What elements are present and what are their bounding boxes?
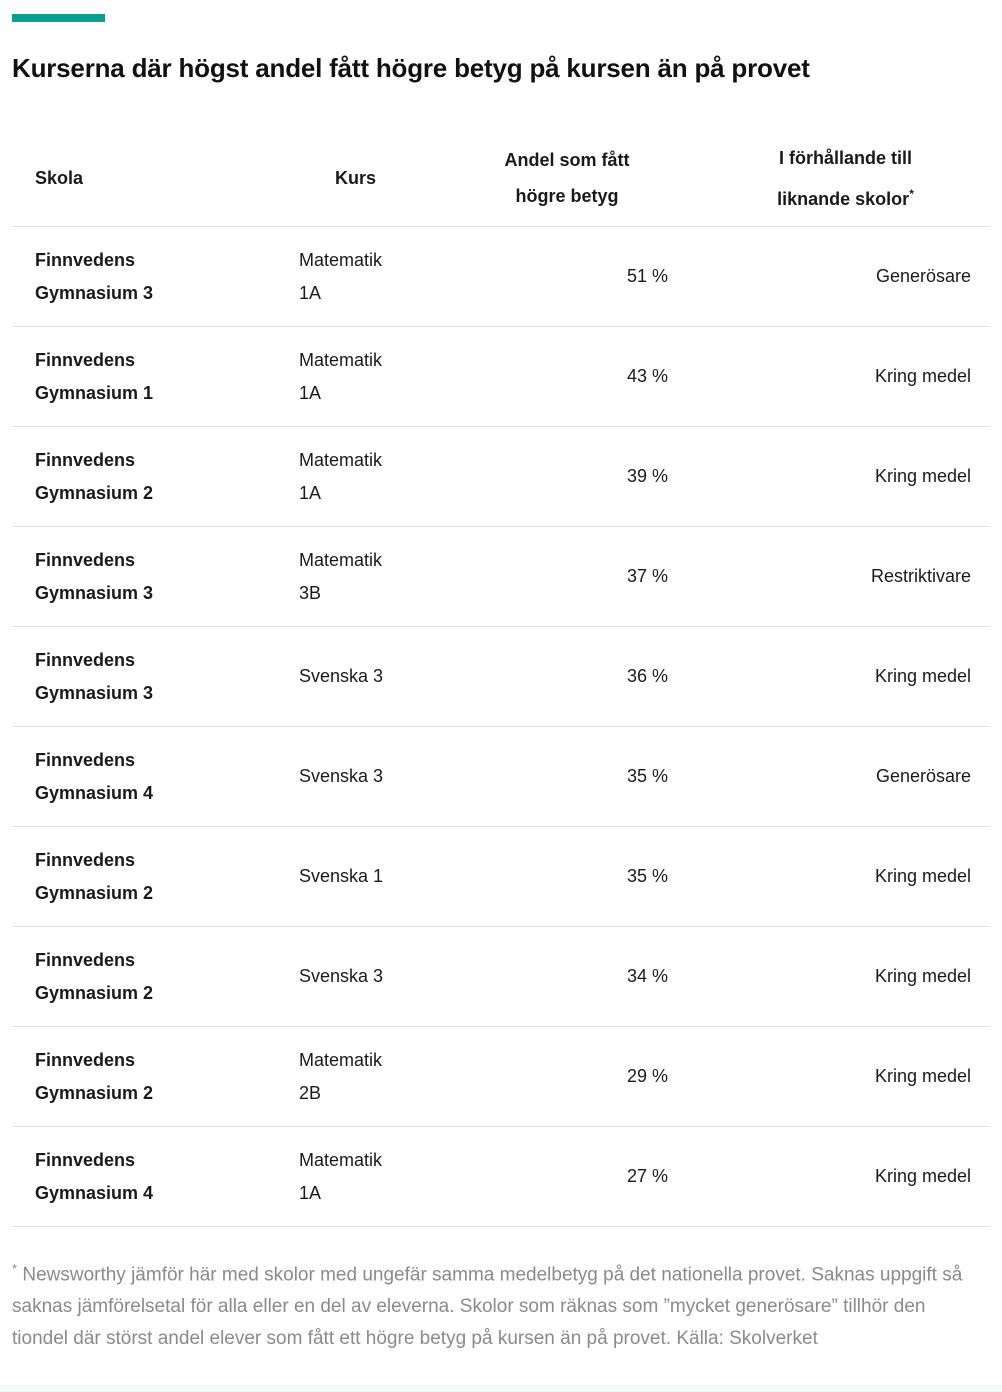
bottom-strip — [0, 1385, 1002, 1392]
column-header-kurs: Kurs — [299, 130, 455, 227]
page-title: Kurserna där högst andel fått högre bety… — [12, 53, 810, 83]
percent-cell: 27 % — [455, 1126, 715, 1227]
course-cell: Matematik 1A — [299, 1126, 455, 1227]
table-row: Finnvedens Gymnasium 1 Matematik 1A 43 %… — [12, 326, 990, 427]
course-cell: Matematik 1A — [299, 226, 455, 327]
table-row: Finnvedens Gymnasium 2 Svenska 1 35 % Kr… — [12, 826, 990, 927]
percent-cell: 51 % — [455, 226, 715, 327]
school-cell: Finnvedens Gymnasium 2 — [12, 426, 299, 527]
comparison-cell: Kring medel — [715, 926, 990, 1027]
course-cell: Svenska 3 — [299, 726, 455, 827]
table-row: Finnvedens Gymnasium 2 Matematik 2B 29 %… — [12, 1026, 990, 1127]
table-row: Finnvedens Gymnasium 4 Svenska 3 35 % Ge… — [12, 726, 990, 827]
percent-cell: 39 % — [455, 426, 715, 527]
percent-cell: 43 % — [455, 326, 715, 427]
comparison-cell: Kring medel — [715, 426, 990, 527]
course-cell: Matematik 1A — [299, 426, 455, 527]
school-cell: Finnvedens Gymnasium 3 — [12, 226, 299, 327]
comparison-cell: Kring medel — [715, 326, 990, 427]
comparison-cell: Generösare — [715, 226, 990, 327]
comparison-cell: Generösare — [715, 726, 990, 827]
table-body: Finnvedens Gymnasium 3 Matematik 1A 51 %… — [12, 226, 990, 1227]
course-cell: Svenska 3 — [299, 626, 455, 727]
data-table: Skola Kurs Andel som fått högre betyg I … — [12, 130, 990, 1227]
accent-bar — [12, 14, 105, 22]
course-cell: Matematik 2B — [299, 1026, 455, 1127]
school-cell: Finnvedens Gymnasium 2 — [12, 826, 299, 927]
percent-cell: 36 % — [455, 626, 715, 727]
footnote-marker: * — [12, 1261, 18, 1276]
percent-cell: 37 % — [455, 526, 715, 627]
column-header-jamforelse-label: I förhållande till liknande skolor — [777, 147, 912, 209]
column-header-jamforelse: I förhållande till liknande skolor* — [715, 130, 990, 227]
percent-cell: 35 % — [455, 726, 715, 827]
school-cell: Finnvedens Gymnasium 2 — [12, 926, 299, 1027]
comparison-cell: Kring medel — [715, 1026, 990, 1127]
comparison-cell: Kring medel — [715, 1126, 990, 1227]
comparison-cell: Kring medel — [715, 626, 990, 727]
course-cell: Svenska 3 — [299, 926, 455, 1027]
course-cell: Svenska 1 — [299, 826, 455, 927]
table-row: Finnvedens Gymnasium 2 Svenska 3 34 % Kr… — [12, 926, 990, 1027]
table-row: Finnvedens Gymnasium 3 Matematik 1A 51 %… — [12, 226, 990, 327]
column-header-skola: Skola — [12, 130, 299, 227]
school-cell: Finnvedens Gymnasium 1 — [12, 326, 299, 427]
course-cell: Matematik 1A — [299, 326, 455, 427]
school-cell: Finnvedens Gymnasium 3 — [12, 626, 299, 727]
school-cell: Finnvedens Gymnasium 2 — [12, 1026, 299, 1127]
table-row: Finnvedens Gymnasium 2 Matematik 1A 39 %… — [12, 426, 990, 527]
column-header-andel: Andel som fått högre betyg — [455, 130, 715, 227]
table-row: Finnvedens Gymnasium 3 Matematik 3B 37 %… — [12, 526, 990, 627]
table-header-row: Skola Kurs Andel som fått högre betyg I … — [12, 130, 990, 227]
school-cell: Finnvedens Gymnasium 4 — [12, 1126, 299, 1227]
table-row: Finnvedens Gymnasium 3 Svenska 3 36 % Kr… — [12, 626, 990, 727]
percent-cell: 29 % — [455, 1026, 715, 1127]
percent-cell: 35 % — [455, 826, 715, 927]
school-cell: Finnvedens Gymnasium 4 — [12, 726, 299, 827]
footnote-text: Newsworthy jämför här med skolor med ung… — [12, 1264, 963, 1350]
school-cell: Finnvedens Gymnasium 3 — [12, 526, 299, 627]
comparison-cell: Kring medel — [715, 826, 990, 927]
course-cell: Matematik 3B — [299, 526, 455, 627]
footnote-marker-header: * — [909, 186, 914, 201]
percent-cell: 34 % — [455, 926, 715, 1027]
table-row: Finnvedens Gymnasium 4 Matematik 1A 27 %… — [12, 1126, 990, 1227]
page: Kurserna där högst andel fått högre bety… — [12, 14, 990, 1355]
comparison-cell: Restriktivare — [715, 526, 990, 627]
footnote: * Newsworthy jämför här med skolor med u… — [12, 1253, 978, 1355]
